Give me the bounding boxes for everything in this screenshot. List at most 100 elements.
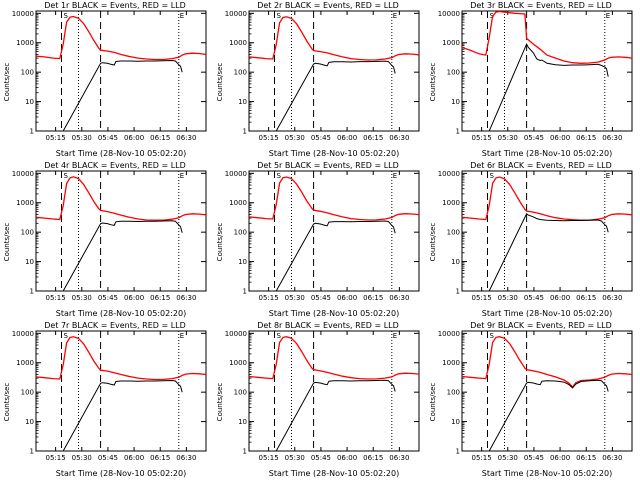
series-lld-line [248, 176, 420, 221]
y-tick-label: 1000 [442, 199, 460, 207]
x-tick-label: 06:00 [124, 134, 144, 142]
x-axis-label: Start Time (28-Nov-10 05:02:20) [55, 469, 187, 478]
x-tick-label: 05:30 [498, 294, 518, 302]
start-marker-label: S [277, 332, 282, 340]
y-tick-label: 1000 [229, 39, 247, 47]
series-lld-line [35, 15, 207, 61]
series-lld-line [248, 16, 420, 61]
y-tick-label: 100 [447, 69, 460, 77]
y-tick-label: 100 [447, 229, 460, 237]
x-tick-label: 06:00 [124, 294, 144, 302]
y-tick-label: 1 [456, 288, 460, 296]
series-events-line [487, 379, 609, 452]
x-tick-label: 06:00 [337, 294, 357, 302]
x-tick-label: 06:00 [550, 454, 570, 462]
plot-frame [35, 330, 207, 452]
plot-frame [248, 170, 420, 292]
x-tick-label: 05:15 [46, 294, 66, 302]
y-tick-label: 10 [238, 258, 247, 266]
x-tick-label: 05:15 [46, 454, 66, 462]
start-marker-label: S [64, 332, 69, 340]
end-marker-label: E [393, 12, 397, 20]
end-marker-label: E [180, 12, 184, 20]
chart-plot: 1 10 100 1000 10000 05:15 05:30 05:45 06:00 06:15… [225, 330, 420, 462]
start-marker-label: S [490, 332, 495, 340]
plot-frame [461, 330, 633, 452]
y-tick-label: 1000 [16, 359, 34, 367]
chart-title: Det 1r BLACK = Events, RED = LLD [44, 1, 186, 10]
chart-plot: 1 10 100 1000 10000 05:15 05:30 05:45 06:00 06:15… [438, 10, 633, 142]
x-tick-label: 05:15 [472, 134, 492, 142]
y-tick-label: 1 [30, 288, 34, 296]
x-tick-label: 05:15 [46, 134, 66, 142]
chart-title: Det 5r BLACK = Events, RED = LLD [257, 161, 399, 170]
chart-plot: 1 10 100 1000 10000 05:15 05:30 05:45 06:00 06:15… [225, 10, 420, 142]
start-marker-label: S [64, 172, 69, 180]
x-tick-label: 06:30 [176, 454, 196, 462]
x-tick-label: 05:45 [98, 134, 118, 142]
y-tick-label: 1000 [16, 39, 34, 47]
start-marker-label: S [64, 12, 69, 20]
y-tick-label: 10 [25, 258, 34, 266]
x-tick-label: 06:30 [389, 294, 409, 302]
x-axis-label: Start Time (28-Nov-10 05:02:20) [481, 149, 613, 158]
x-tick-label: 05:45 [524, 134, 544, 142]
x-tick-label: 05:45 [98, 294, 118, 302]
series-lld-line [461, 176, 633, 221]
chart-plot: 1 10 100 1000 10000 05:15 05:30 05:45 06:00 06:15… [225, 170, 420, 302]
x-tick-label: 06:15 [150, 294, 170, 302]
series-lld-line [35, 176, 207, 221]
x-tick-label: 05:45 [311, 134, 331, 142]
y-tick-label: 10 [25, 418, 34, 426]
plot-frame [461, 170, 633, 292]
chart-title: Det 7r BLACK = Events, RED = LLD [44, 321, 186, 330]
chart-plot: 1 10 100 1000 10000 05:15 05:30 05:45 06:00 06:15… [438, 170, 633, 302]
start-marker-label: S [277, 12, 282, 20]
series-events-line [487, 213, 609, 292]
y-tick-label: 1 [30, 128, 34, 136]
y-tick-label: 10000 [438, 330, 460, 338]
end-marker-label: E [606, 172, 610, 180]
chart-title: Det 9r BLACK = Events, RED = LLD [470, 321, 612, 330]
y-tick-label: 100 [234, 69, 247, 77]
series-events-line [274, 379, 396, 452]
y-tick-label: 10000 [12, 170, 34, 178]
chart-panel-7: Det 7r BLACK = Events, RED = LLD Start Ti… [0, 320, 213, 480]
chart-plot: 1 10 100 1000 10000 05:15 05:30 05:45 06:00 06:15… [12, 10, 207, 142]
x-axis-label: Start Time (28-Nov-10 05:02:20) [55, 149, 187, 158]
end-marker-label: E [180, 332, 184, 340]
chart-panel-2: Det 2r BLACK = Events, RED = LLD Start Ti… [213, 0, 426, 160]
y-tick-label: 100 [234, 389, 247, 397]
x-tick-label: 06:30 [389, 454, 409, 462]
series-lld-line [248, 336, 420, 380]
x-tick-label: 06:30 [389, 134, 409, 142]
plot-frame [35, 10, 207, 132]
x-axis-label: Start Time (28-Nov-10 05:02:20) [481, 469, 613, 478]
x-tick-label: 06:15 [363, 454, 383, 462]
y-tick-label: 10000 [12, 10, 34, 18]
y-tick-label: 10 [451, 258, 460, 266]
x-tick-label: 05:45 [311, 294, 331, 302]
start-marker-label: S [277, 172, 282, 180]
chart-panel-8: Det 8r BLACK = Events, RED = LLD Start Ti… [213, 320, 426, 480]
y-tick-label: 100 [447, 389, 460, 397]
y-tick-label: 10000 [225, 330, 247, 338]
x-tick-label: 05:30 [72, 454, 92, 462]
y-tick-label: 1000 [442, 359, 460, 367]
x-axis-label: Start Time (28-Nov-10 05:02:20) [268, 149, 400, 158]
series-events-line [61, 220, 183, 292]
series-lld-line [461, 10, 633, 64]
series-events-line [487, 42, 609, 132]
chart-panel-1: Det 1r BLACK = Events, RED = LLD Start Ti… [0, 0, 213, 160]
plot-frame [248, 330, 420, 452]
x-tick-label: 05:30 [72, 294, 92, 302]
chart-plot: 1 10 100 1000 10000 05:15 05:30 05:45 06:00 06:15… [12, 170, 207, 302]
y-tick-label: 10 [451, 98, 460, 106]
chart-title: Det 6r BLACK = Events, RED = LLD [470, 161, 612, 170]
end-marker-label: E [393, 332, 397, 340]
x-tick-label: 06:00 [124, 454, 144, 462]
x-tick-label: 06:30 [176, 134, 196, 142]
y-tick-label: 1 [243, 448, 247, 456]
y-tick-label: 1000 [16, 199, 34, 207]
